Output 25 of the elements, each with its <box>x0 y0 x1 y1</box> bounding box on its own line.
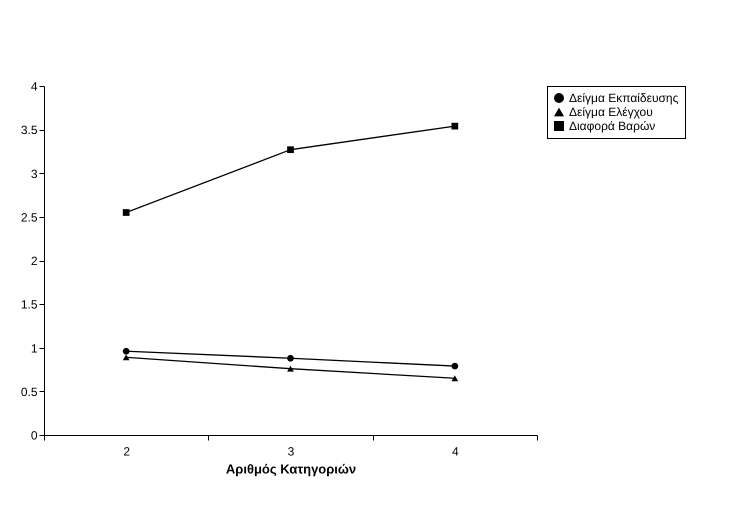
point <box>287 366 294 372</box>
point <box>287 146 294 154</box>
x-tick-label: 4 <box>452 444 459 458</box>
legend-label: Δείγμα Ελέγχου <box>569 105 653 119</box>
point <box>122 354 130 360</box>
y-tick-label: 1.5 <box>20 298 38 312</box>
y-tick-label: 4 <box>30 80 38 94</box>
y-tick-label: 3.5 <box>20 123 38 138</box>
point <box>287 354 294 362</box>
x-axis-title: Αριθμός Κατηγοριών <box>226 462 356 476</box>
x-tick-label: 3 <box>288 444 295 458</box>
point <box>122 209 130 216</box>
point <box>122 348 130 355</box>
legend-label: Διαφορά Βαρών <box>569 119 656 133</box>
legend-label: Δείγμα Εκπαίδευσης <box>569 91 679 105</box>
x-tick-label: 2 <box>123 444 130 458</box>
point <box>451 362 458 370</box>
y-tick-label: 3 <box>30 166 38 181</box>
point <box>451 122 458 130</box>
point <box>451 375 458 382</box>
y-tick-label: 2.5 <box>20 210 38 224</box>
y-tick-label: 2 <box>30 254 38 268</box>
y-tick-label: 0.5 <box>20 384 38 399</box>
y-tick-label: 0 <box>30 428 38 442</box>
y-tick-label: 1 <box>30 341 38 356</box>
